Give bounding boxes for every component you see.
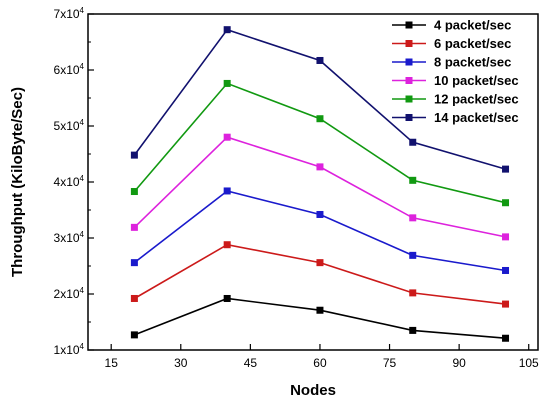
x-axis: 15 30 45 60 75 90 105 [105, 344, 539, 370]
data-point [409, 326, 417, 334]
y-tick-exponent: 4 [80, 118, 85, 127]
x-tick-label: 105 [519, 356, 539, 370]
data-point [409, 214, 417, 222]
legend-swatch-marker [405, 40, 413, 47]
data-point [409, 289, 417, 297]
data-point [502, 266, 510, 274]
legend-item: 8 packet/sec [392, 55, 511, 70]
y-tick-exponent: 4 [80, 174, 85, 183]
data-point [316, 56, 324, 64]
data-point [223, 79, 231, 87]
data-point [223, 241, 231, 249]
legend-item: 14 packet/sec [392, 110, 519, 125]
y-tick-label: 4x104 [54, 174, 85, 189]
data-point [502, 233, 510, 241]
data-point [316, 210, 324, 218]
x-tick-label: 75 [383, 356, 397, 370]
data-point [502, 165, 510, 173]
series-line [133, 190, 506, 272]
x-tick-label: 15 [105, 356, 119, 370]
legend-label: 4 packet/sec [434, 18, 511, 33]
legend-label: 10 packet/sec [434, 73, 519, 88]
legend-swatch-marker [405, 21, 413, 29]
y-axis-title: Throughput (KiloByte/Sec) [9, 87, 26, 277]
data-point [130, 259, 138, 267]
data-point [409, 176, 417, 184]
y-tick-label: 6x104 [54, 62, 85, 77]
x-tick-label: 45 [244, 356, 258, 370]
y-tick-label: 2x104 [54, 286, 85, 301]
data-point [130, 223, 138, 231]
legend-label: 6 packet/sec [434, 36, 511, 51]
y-tick-label: 7x104 [54, 6, 85, 21]
legend-swatch-marker [405, 58, 413, 66]
data-point [130, 331, 138, 339]
data-point [316, 259, 324, 267]
legend-item: 6 packet/sec [392, 36, 511, 51]
legend-label: 8 packet/sec [434, 55, 511, 70]
y-tick-label: 1x104 [54, 342, 85, 357]
legend-swatch-marker [405, 95, 413, 103]
x-axis-title: Nodes [290, 382, 336, 399]
series-line [133, 243, 506, 305]
legend-item: 4 packet/sec [392, 18, 511, 33]
legend: 4 packet/sec 6 packet/sec 8 packet/sec 10 p… [392, 18, 519, 125]
data-point [130, 188, 138, 196]
series-layer [130, 26, 510, 342]
y-tick-exponent: 4 [80, 230, 85, 239]
data-point [223, 26, 231, 34]
data-point [223, 133, 231, 141]
data-point [409, 138, 417, 146]
y-tick-label: 5x104 [54, 118, 85, 133]
y-axis: 1x104 2x104 3x104 4x104 5x104 6x104 7x104 [54, 6, 94, 357]
y-tick-exponent: 4 [80, 286, 85, 295]
data-point [223, 187, 231, 195]
legend-item: 12 packet/sec [392, 92, 519, 107]
series-line [134, 297, 506, 339]
data-point [502, 300, 510, 308]
data-point [223, 294, 231, 302]
y-tick-label: 3x104 [54, 230, 85, 245]
x-tick-label: 90 [452, 356, 466, 370]
legend-label: 14 packet/sec [434, 110, 519, 125]
y-tick-exponent: 4 [80, 342, 85, 351]
data-point [316, 163, 324, 171]
x-tick-label: 60 [313, 356, 327, 370]
y-tick-exponent: 4 [80, 62, 85, 71]
legend-label: 12 packet/sec [434, 92, 519, 107]
data-point [130, 151, 138, 159]
data-point [502, 199, 510, 207]
data-point [502, 334, 510, 342]
legend-swatch-marker [405, 114, 413, 121]
x-tick-label: 30 [174, 356, 188, 370]
data-point [130, 294, 138, 302]
y-tick-exponent: 4 [80, 6, 85, 15]
data-point [409, 251, 417, 259]
data-point [316, 306, 324, 314]
legend-swatch-marker [405, 77, 413, 84]
legend-item: 10 packet/sec [392, 73, 519, 88]
data-point [316, 115, 324, 123]
